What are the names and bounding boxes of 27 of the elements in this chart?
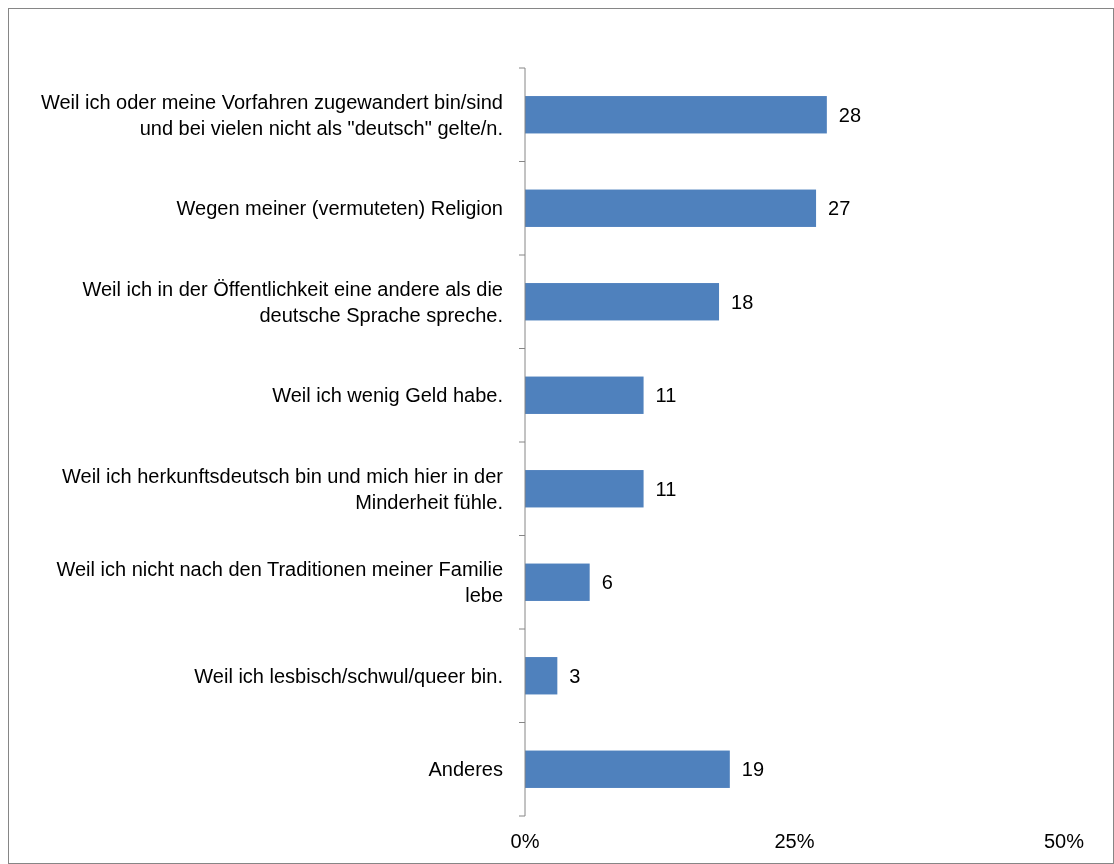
x-tick-label: 50% (1043, 830, 1085, 852)
y-tick-label: Anderes (428, 758, 503, 781)
data-label: 28 (838, 103, 862, 126)
bar (525, 750, 730, 788)
bar (525, 376, 644, 414)
data-label: 11 (655, 384, 677, 407)
data-label: 18 (731, 290, 754, 313)
y-tick-label: Weil ich lesbisch/schwul/queer bin. (194, 664, 503, 687)
data-label: 3 (569, 664, 581, 687)
x-tick-label: 0% (510, 830, 540, 852)
bar (525, 657, 558, 695)
data-label: 6 (601, 571, 613, 594)
y-tick-label: Weil ich wenig Geld habe. (272, 384, 503, 407)
bar (525, 470, 644, 508)
bar (525, 96, 827, 134)
data-label: 19 (741, 758, 765, 781)
bar (525, 189, 817, 227)
y-tick-label: Weil ich oder meine Vorfahren zugewandert bin/sind und bei vielen nicht als "deutsch" gelte/n. (40, 90, 503, 139)
bar (525, 283, 720, 321)
x-tick-label: 25% (774, 830, 815, 852)
data-label: 27 (828, 197, 851, 220)
y-tick-label: Weil ich in der Öffentlichkeit eine andere als die deutsche Sprache spreche. (82, 277, 503, 326)
y-tick-label: Weil ich nicht nach den Traditionen meiner Familie lebe (56, 558, 503, 607)
bar (525, 563, 590, 601)
y-tick-label: Weil ich herkunftsdeutsch bin und mich hier in der Minderheit fühle. (62, 464, 504, 513)
data-label: 11 (655, 477, 677, 500)
y-tick-label: Wegen meiner (vermuteten) Religion (176, 197, 503, 220)
